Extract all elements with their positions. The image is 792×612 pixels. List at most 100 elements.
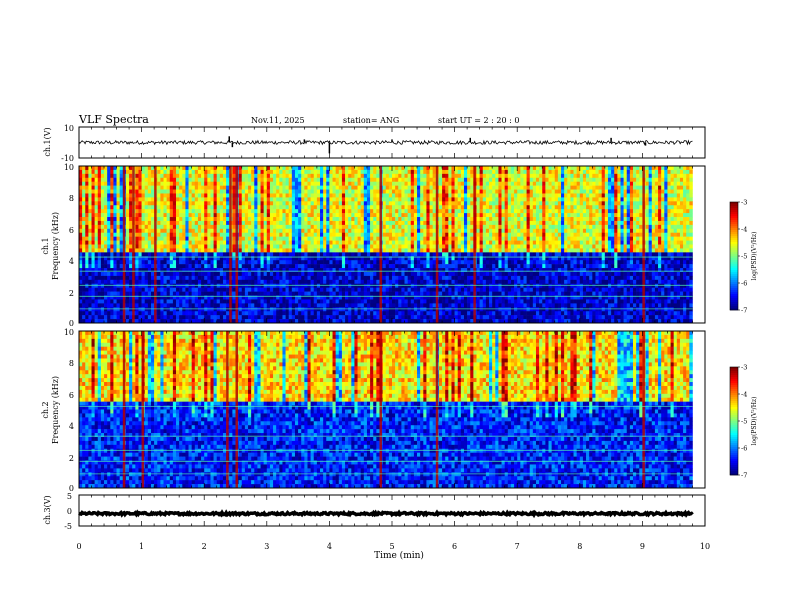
spectrogram-cell — [291, 275, 296, 281]
spectrogram-cell — [144, 279, 149, 285]
spectrogram-cell — [313, 256, 318, 261]
spectrogram-cell — [432, 189, 437, 194]
spectrogram-cell — [263, 209, 268, 214]
spectrogram-cell — [194, 166, 199, 171]
spectrogram-cell — [404, 166, 408, 171]
spectrogram-cell — [323, 185, 327, 190]
spectrogram-cell — [354, 303, 358, 308]
spectrogram-cell — [276, 232, 280, 237]
spectrogram-cell — [197, 181, 202, 186]
spectrogram-cell — [310, 256, 315, 261]
spectrogram-cell — [445, 279, 449, 285]
spectrogram-cell — [445, 271, 449, 277]
spectrogram-cell — [345, 248, 349, 253]
spectrogram-cell — [125, 185, 130, 190]
spectrogram-cell — [282, 315, 286, 320]
spectrogram-cell — [82, 319, 86, 324]
spectrogram-cell — [197, 209, 202, 214]
spectrogram-cell — [263, 201, 268, 206]
spectrogram-cell — [222, 228, 227, 234]
spectrogram-cell — [144, 177, 149, 182]
spectrogram-cell — [160, 213, 164, 218]
spectrogram-cell — [163, 295, 167, 300]
spectrogram-cell — [157, 197, 161, 202]
spectrogram-cell — [332, 228, 336, 234]
spectrogram-cell — [244, 177, 249, 182]
spectrogram-cell — [345, 181, 349, 186]
spectrogram-cell — [448, 256, 452, 261]
spectrogram-cell — [463, 303, 468, 308]
spectrogram-cell — [420, 283, 424, 288]
spectrogram-cell — [294, 201, 299, 206]
spectrogram-cell — [254, 256, 258, 261]
spectrogram-cell — [376, 244, 380, 249]
spectrogram-cell — [304, 315, 308, 320]
spectrogram-cell — [104, 201, 108, 206]
spectrogram-cell — [276, 181, 280, 186]
spectrogram-cell — [197, 244, 202, 249]
spectrogram-cell — [194, 217, 199, 222]
spectrogram-cell — [119, 201, 124, 206]
spectrogram-cell — [116, 193, 120, 198]
spectrogram-cell — [304, 311, 308, 316]
spectrogram-cell — [357, 220, 361, 226]
spectrogram-cell — [254, 185, 258, 190]
spectrogram-cell — [451, 193, 455, 198]
spectrogram-cell — [88, 303, 92, 308]
spectrogram-cell — [316, 252, 321, 257]
spectrogram-cell — [307, 268, 311, 273]
spectrogram-cell — [417, 205, 421, 210]
spectrogram-cell — [244, 303, 249, 308]
spectrogram-cell — [382, 201, 387, 206]
spectrogram-cell — [332, 177, 336, 182]
spectrogram-cell — [363, 232, 368, 237]
spectrogram-cell — [417, 240, 421, 245]
spectrogram-cell — [420, 228, 424, 234]
spectrogram-cell — [307, 213, 311, 218]
spectrogram-cell — [191, 264, 196, 269]
spectrogram-cell — [125, 291, 130, 296]
spectrogram-cell — [232, 315, 236, 320]
spectrogram-cell — [260, 236, 264, 241]
spectrogram-cell — [304, 217, 308, 222]
spectrogram-cell — [357, 185, 361, 190]
spectrogram-cell — [241, 252, 246, 257]
spectrogram-cell — [373, 197, 377, 202]
spectrogram-cell — [113, 205, 117, 210]
spectrogram-cell — [463, 193, 468, 198]
spectrogram-cell — [222, 201, 227, 206]
spectrogram-cell — [269, 201, 274, 206]
spectrogram-cell — [176, 260, 180, 265]
spectrogram-cell — [244, 315, 249, 320]
spectrogram-cell — [323, 252, 327, 257]
spectrogram-cell — [376, 256, 380, 261]
spectrogram-cell — [395, 260, 399, 265]
spectrogram-cell — [226, 201, 230, 206]
spectrogram-cell — [100, 311, 105, 316]
spectrogram-cell — [451, 236, 455, 241]
spectrogram-cell — [432, 299, 437, 304]
spectrogram-cell — [454, 264, 459, 269]
spectrogram-cell — [401, 181, 405, 186]
spectrogram-cell — [104, 252, 108, 257]
spectrogram-cell — [335, 311, 340, 316]
spectrogram-cell — [144, 224, 149, 230]
spectrogram-cell — [298, 232, 302, 237]
spectrogram-cell — [116, 319, 120, 324]
spectrogram-cell — [345, 201, 349, 206]
spectrogram-cell — [363, 173, 368, 179]
spectrogram-cell — [341, 244, 346, 249]
spectrogram-cell — [382, 315, 387, 320]
spectrogram-cell — [125, 271, 130, 277]
spectrogram-cell — [169, 173, 174, 179]
spectrogram-cell — [382, 283, 387, 288]
spectrogram-cell — [85, 201, 89, 206]
spectrogram-cell — [191, 205, 196, 210]
spectrogram-cell — [182, 295, 186, 300]
spectrogram-cell — [320, 279, 324, 285]
spectrogram-cell — [125, 217, 130, 222]
spectrogram-cell — [294, 197, 299, 202]
spectrogram-cell — [179, 311, 183, 316]
spectrogram-cell — [144, 303, 149, 308]
spectrogram-cell — [438, 166, 443, 171]
